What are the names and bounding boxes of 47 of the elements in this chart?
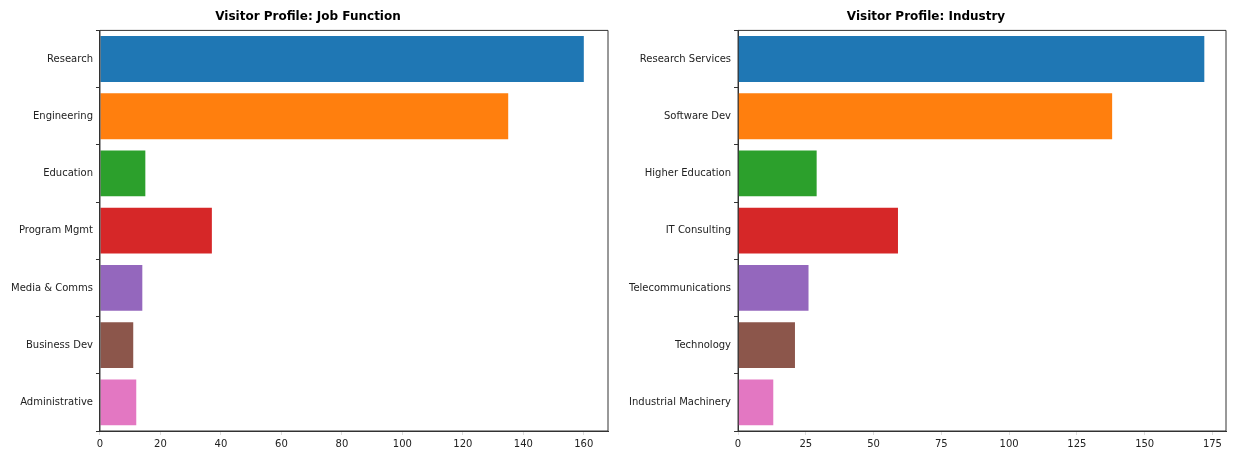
- y-tick-label: Higher Education: [644, 167, 732, 179]
- x-tick-label: 150: [1135, 437, 1155, 449]
- y-tick-label: Business Dev: [25, 338, 94, 350]
- bar: [100, 265, 143, 311]
- y-tick-label: Industrial Machinery: [629, 395, 732, 407]
- bar: [738, 322, 795, 369]
- x-tick-label: 0: [96, 437, 104, 449]
- bar: [100, 379, 137, 426]
- bar: [738, 207, 898, 254]
- bar: [100, 150, 146, 197]
- bar: [100, 36, 584, 82]
- bar: [100, 207, 212, 254]
- x-tick-label: 50: [867, 437, 880, 449]
- y-tick-label: Education: [43, 167, 93, 179]
- bar: [738, 93, 1113, 140]
- y-tick-label: Program Mgmt: [18, 224, 94, 236]
- bar: [738, 150, 817, 197]
- bar: [100, 322, 134, 369]
- y-tick-label: Media & Comms: [11, 281, 93, 293]
- y-tick-label: Research Services: [639, 52, 732, 64]
- chart-title: Visitor Profile: Job Function: [215, 9, 401, 24]
- x-tick-label: 40: [214, 437, 228, 449]
- x-tick-label: 75: [934, 437, 948, 449]
- y-tick-label: Telecommunications: [627, 281, 732, 293]
- x-tick-label: 100: [392, 437, 412, 449]
- x-tick-label: 175: [1202, 437, 1222, 449]
- bar: [738, 36, 1205, 82]
- y-tick-label: Technology: [674, 338, 732, 350]
- x-tick-label: 20: [154, 437, 167, 449]
- x-tick-label: 160: [574, 437, 594, 449]
- x-tick-label: 25: [799, 437, 813, 449]
- x-tick-label: 0: [734, 437, 742, 449]
- x-tick-label: 100: [999, 437, 1019, 449]
- y-tick-label: Research: [47, 52, 93, 64]
- y-tick-label: Engineering: [32, 109, 93, 121]
- y-tick-label: IT Consulting: [665, 224, 732, 236]
- y-tick-label: Software Dev: [664, 109, 732, 121]
- chart-title: Visitor Profile: Industry: [846, 9, 1006, 24]
- x-tick-label: 80: [335, 437, 349, 449]
- bar: [100, 93, 509, 140]
- x-tick-label: 140: [513, 437, 533, 449]
- x-tick-label: 120: [453, 437, 473, 449]
- bar: [738, 379, 774, 426]
- x-tick-label: 60: [275, 437, 288, 449]
- x-tick-label: 125: [1067, 437, 1087, 449]
- y-tick-label: Administrative: [20, 395, 93, 407]
- bar: [738, 265, 809, 311]
